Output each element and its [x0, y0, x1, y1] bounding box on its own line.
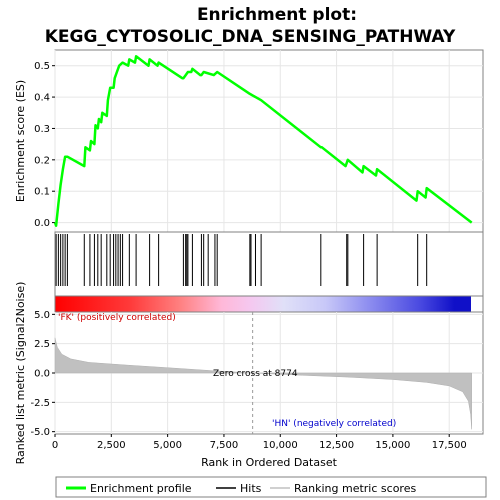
es-tick-label: 0.3: [34, 124, 50, 135]
x-tick-label: 12,500: [319, 440, 354, 451]
es-tick-label: 0.5: [34, 61, 50, 72]
es-panel: [54, 49, 484, 233]
x-tick-label: 5,000: [153, 440, 182, 451]
ranking-metric-area: [54, 337, 472, 430]
chart-title-line1: Enrichment plot:: [197, 5, 357, 25]
x-tick-label: 7,500: [210, 440, 239, 451]
metric-tick-label: 5.0: [34, 310, 50, 321]
legend-box: [55, 476, 487, 498]
metric-tick-label: -5.0: [30, 427, 50, 438]
metric-tick-label: -2.5: [30, 398, 50, 409]
hits-group: [55, 234, 428, 286]
legend: Enrichment profile Hits Ranking metric s…: [55, 476, 487, 498]
x-tick-label: 0: [52, 440, 58, 451]
metric-tick-label: 2.5: [34, 339, 50, 350]
es-tick-label: 0.0: [34, 218, 50, 229]
zero-cross-label: Zero cross at 8774: [213, 369, 298, 379]
metric-y-axis: 5.0 2.5 0.0 -2.5 -5.0: [30, 310, 55, 438]
es-tick-label: 0.2: [34, 155, 50, 166]
neg-correlated-label: 'HN' (negatively correlated): [272, 419, 396, 429]
es-y-axis-label: Enrichment score (ES): [14, 80, 27, 202]
x-tick-label: 17,500: [432, 440, 467, 451]
metric-tick-label: 0.0: [34, 369, 50, 380]
x-tick-label: 15,000: [375, 440, 410, 451]
hits-panel: [54, 231, 484, 297]
legend-hits-label: Hits: [240, 482, 262, 495]
es-tick-label: 0.4: [34, 93, 50, 104]
ranking-color-bar: [55, 296, 471, 312]
es-tick-label: 0.1: [34, 187, 50, 198]
pos-correlated-label: 'FK' (positively correlated): [58, 313, 176, 323]
x-tick-label: 2,500: [97, 440, 126, 451]
chart-title-line2: KEGG_CYTOSOLIC_DNA_SENSING_PATHWAY: [45, 27, 456, 47]
x-tick-label: 10,000: [263, 440, 298, 451]
metric-y-axis-label: Ranked list metric (Signal2Noise): [14, 282, 27, 465]
x-axis-label: Rank in Ordered Dataset: [201, 456, 338, 469]
legend-metric-label: Ranking metric scores: [294, 482, 416, 495]
enrichment-profile-line: [53, 55, 473, 227]
es-y-axis: 0.0 0.1 0.2 0.3 0.4 0.5: [34, 61, 55, 229]
x-axis: 0 2,500 5,000 7,500 10,000 12,500 15,000 17,500: [52, 434, 467, 451]
legend-es-label: Enrichment profile: [90, 482, 192, 495]
